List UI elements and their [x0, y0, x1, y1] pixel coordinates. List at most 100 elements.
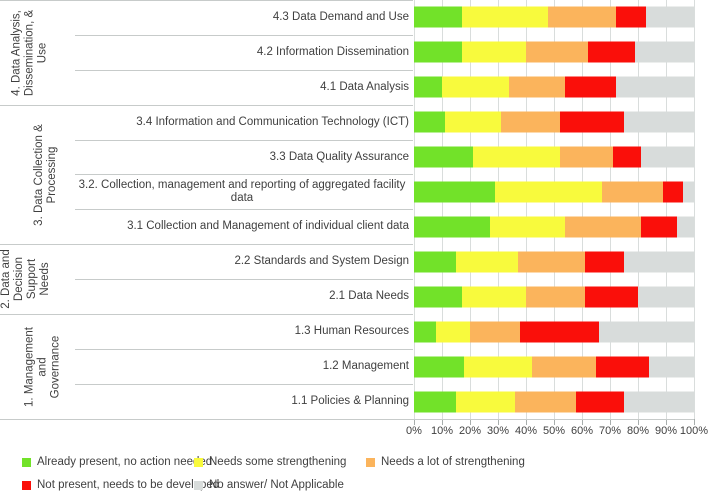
legend-swatch-gray [194, 480, 203, 490]
bar-segment [559, 111, 624, 133]
axis-tick-label: 50% [542, 425, 566, 437]
category-label: 3.3 Data Quality Assurance [75, 140, 409, 175]
category-label: 4.3 Data Demand and Use [75, 0, 409, 35]
bar-segment [517, 251, 585, 273]
axis-group: 4. Data Analysis, Dissemination, & Use [0, 0, 67, 105]
axis-tick [554, 419, 555, 425]
axis-tick-label: 20% [458, 425, 482, 437]
row-separator-line [75, 140, 413, 141]
bar-segment [414, 321, 437, 343]
bar-segment [456, 391, 515, 413]
gridline [638, 0, 639, 419]
axis-tick-label: 90% [654, 425, 678, 437]
category-row: 4.3 Data Demand and Use [0, 0, 709, 35]
gridline [554, 0, 555, 419]
axis-tick-label: 60% [570, 425, 594, 437]
stacked-bar [414, 216, 694, 238]
gridline [666, 0, 667, 419]
axis-tick [526, 419, 527, 425]
axis-tick-label: 10% [430, 425, 454, 437]
axis-tick [666, 419, 667, 425]
category-label-text: 2.1 Data Needs [329, 290, 409, 303]
bar-segment [623, 111, 694, 133]
axis-tick [582, 419, 583, 425]
bar-segment [663, 181, 683, 203]
legend-item: Needs some strengthening [194, 455, 346, 469]
group-label: 3. Data Collection & Processing [32, 123, 58, 226]
bar-segment [635, 41, 694, 63]
category-row: 1.1 Policies & Planning [0, 384, 709, 419]
category-rows: 4.3 Data Demand and Use 4.2 Information … [0, 0, 709, 419]
bar-segment [464, 356, 532, 378]
legend-swatch-green [22, 457, 31, 467]
bar-segment [565, 216, 641, 238]
gridline [442, 0, 443, 419]
bar-segment [414, 391, 456, 413]
bar-segment [548, 6, 616, 28]
bar-segment [646, 6, 694, 28]
category-row: 3.3 Data Quality Assurance [0, 140, 709, 175]
bar-segment [531, 356, 596, 378]
bar-segment [584, 251, 624, 273]
gridline [694, 0, 695, 419]
group-boundary-line [0, 0, 413, 1]
bar-segment [414, 111, 445, 133]
category-label: 1.1 Policies & Planning [75, 384, 409, 419]
plot-area: 0% 10% 20% 30% 40% 50% 60% 70% 80% 90% 100% [406, 0, 708, 437]
stacked-bar [414, 391, 694, 413]
gridline [470, 0, 471, 419]
legend-label: Not present, needs to be developed [37, 479, 220, 491]
bar-segment [444, 111, 501, 133]
row-separator-line [75, 35, 413, 36]
gridline [414, 0, 415, 419]
bar-segment [414, 216, 490, 238]
bar-segment [442, 76, 510, 98]
bar-segment [436, 321, 470, 343]
group-boundary-line [0, 105, 413, 106]
bar-segment [514, 391, 577, 413]
legend-item: Already present, no action needed [22, 455, 212, 469]
category-label-text: 3.2. Collection, management and reportin… [78, 179, 406, 205]
bar-segment [472, 146, 560, 168]
bar-segment [615, 76, 694, 98]
category-label: 3.2. Collection, management and reportin… [75, 175, 409, 210]
axis-tick-label: 70% [598, 425, 622, 437]
bar-segment [615, 6, 647, 28]
category-label-text: 3.3 Data Quality Assurance [269, 150, 409, 163]
category-row: 4.1 Data Analysis [0, 70, 709, 105]
bar-segment [640, 216, 678, 238]
stacked-bar [414, 76, 694, 98]
category-label-text: 1.1 Policies & Planning [291, 395, 409, 408]
category-label-text: 4.3 Data Demand and Use [272, 10, 409, 23]
category-label: 2.1 Data Needs [75, 279, 409, 314]
stacked-bar [414, 111, 694, 133]
category-label: 3.1 Collection and Management of individ… [75, 210, 409, 245]
group-label: 1. Management and Governance [23, 326, 61, 407]
category-label-text: 2.2 Standards and System Design [234, 255, 409, 268]
bar-segment [559, 146, 613, 168]
legend-item: Needs a lot of strengthening [366, 455, 525, 469]
bar-segment [637, 286, 694, 308]
gridline [582, 0, 583, 419]
category-label: 1.3 Human Resources [75, 314, 409, 349]
axis-tick [498, 419, 499, 425]
group-boundary-line [0, 244, 413, 245]
bar-segment [520, 321, 599, 343]
axis-tick-label: 30% [486, 425, 510, 437]
axis-baseline [0, 419, 694, 420]
group-label: 2. Data and Decision Support Needs [0, 249, 51, 309]
row-separator-line [75, 349, 413, 350]
bar-segment [461, 41, 526, 63]
legend-label: Already present, no action needed [37, 456, 213, 468]
bar-segment [509, 76, 566, 98]
category-row: 2.1 Data Needs [0, 279, 709, 314]
legend-label: No answer/ Not Applicable [209, 479, 344, 491]
category-label-text: 3.4 Information and Communication Techno… [136, 115, 409, 128]
bar-segment [525, 41, 588, 63]
bar-segment [414, 356, 465, 378]
bar-segment [565, 76, 616, 98]
bar-segment [587, 41, 636, 63]
category-row: 2.2 Standards and System Design [0, 244, 709, 279]
legend-swatch-orange [366, 457, 375, 467]
axis-tick [442, 419, 443, 425]
